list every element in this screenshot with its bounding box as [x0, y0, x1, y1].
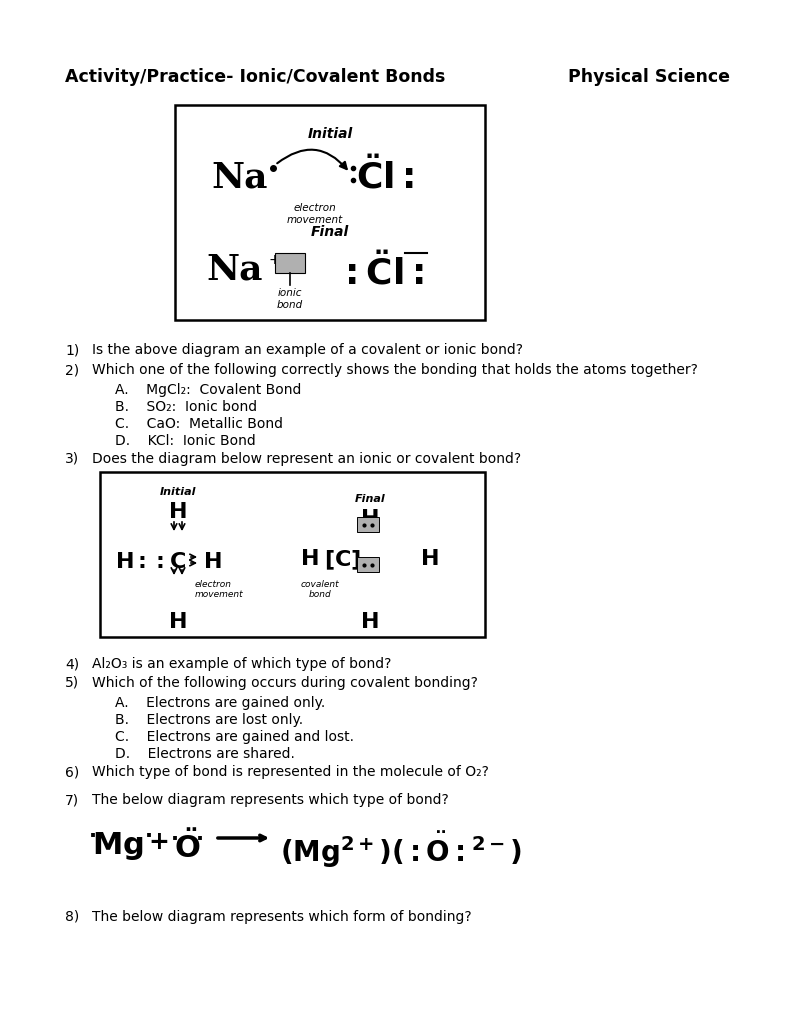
Text: Na: Na — [212, 160, 268, 194]
Bar — [175, 105, 485, 319]
Text: 3): 3) — [65, 452, 79, 466]
Text: 5): 5) — [65, 676, 79, 690]
Text: H: H — [361, 509, 379, 529]
Text: Physical Science: Physical Science — [568, 68, 730, 86]
Text: $\mathbf{H{::}}$: $\mathbf{H{::}}$ — [115, 552, 164, 572]
Text: Which one of the following correctly shows the bonding that holds the atoms toge: Which one of the following correctly sho… — [92, 362, 698, 377]
Text: H: H — [168, 502, 187, 522]
Text: 4): 4) — [65, 657, 79, 671]
Text: Activity/Practice- Ionic/Covalent Bonds: Activity/Practice- Ionic/Covalent Bonds — [65, 68, 445, 86]
Text: electron
movement: electron movement — [195, 580, 244, 599]
Text: Final: Final — [354, 494, 385, 504]
Text: D.    Electrons are shared.: D. Electrons are shared. — [115, 746, 295, 761]
Text: 2): 2) — [65, 362, 79, 377]
Text: 7): 7) — [65, 793, 79, 807]
Text: $\mathbf{(Mg^{2+})(:}\ddot{\mathbf{O}}\mathbf{{:}^{2-})}$: $\mathbf{(Mg^{2+})(:}\ddot{\mathbf{O}}\m… — [280, 830, 522, 870]
Text: 6): 6) — [65, 765, 79, 779]
Text: $\mathbf{[C]}$: $\mathbf{[C]}$ — [324, 549, 361, 572]
Text: Final: Final — [311, 225, 349, 239]
Text: C: C — [170, 552, 186, 572]
Text: Al₂O₃ is an example of which type of bond?: Al₂O₃ is an example of which type of bon… — [92, 657, 392, 671]
Text: $\mathbf{H}$: $\mathbf{H}$ — [203, 552, 221, 572]
FancyArrowPatch shape — [277, 150, 346, 169]
Text: Na: Na — [206, 253, 263, 287]
Text: The below diagram represents which form of bonding?: The below diagram represents which form … — [92, 910, 471, 924]
Text: C.    CaO:  Metallic Bond: C. CaO: Metallic Bond — [115, 417, 283, 431]
Bar — [100, 472, 485, 637]
Text: 1): 1) — [65, 343, 79, 357]
Text: +: + — [268, 253, 280, 267]
Text: H: H — [168, 612, 187, 632]
Text: Is the above diagram an example of a covalent or ionic bond?: Is the above diagram an example of a cov… — [92, 343, 523, 357]
Text: electron
movement: electron movement — [287, 203, 343, 224]
Text: Does the diagram below represent an ionic or covalent bond?: Does the diagram below represent an ioni… — [92, 452, 521, 466]
Text: B.    SO₂:  Ionic bond: B. SO₂: Ionic bond — [115, 400, 257, 414]
Text: +: + — [148, 830, 168, 854]
Text: $\mathbf{\ddot{C}l{:}}$: $\mathbf{\ddot{C}l{:}}$ — [356, 157, 414, 196]
Text: 8): 8) — [65, 910, 79, 924]
Text: ionic
bond: ionic bond — [277, 288, 303, 309]
Text: H: H — [301, 549, 320, 569]
Text: A.    Electrons are gained only.: A. Electrons are gained only. — [115, 696, 325, 710]
Bar — [275, 253, 305, 273]
Text: The below diagram represents which type of bond?: The below diagram represents which type … — [92, 793, 448, 807]
Text: H: H — [421, 549, 439, 569]
Text: covalent
bond: covalent bond — [301, 580, 339, 599]
Text: B.    Electrons are lost only.: B. Electrons are lost only. — [115, 713, 303, 727]
Text: A.    MgCl₂:  Covalent Bond: A. MgCl₂: Covalent Bond — [115, 383, 301, 397]
Text: $\mathbf{{}^{\boldsymbol{\cdot}}\!\ddot{O}\!{}^{\boldsymbol{\cdot}}}$: $\mathbf{{}^{\boldsymbol{\cdot}}\!\ddot{… — [170, 830, 203, 863]
Text: Which of the following occurs during covalent bonding?: Which of the following occurs during cov… — [92, 676, 478, 690]
Text: Initial: Initial — [308, 127, 353, 141]
Text: Initial: Initial — [160, 487, 196, 497]
Text: Which type of bond is represented in the molecule of O₂?: Which type of bond is represented in the… — [92, 765, 489, 779]
Text: $\mathbf{{}^{\boldsymbol{\cdot}}\!Mg^{\boldsymbol{\cdot}}}$: $\mathbf{{}^{\boldsymbol{\cdot}}\!Mg^{\b… — [88, 830, 153, 862]
Text: $\mathbf{:\ddot{C}l{:}}$: $\mathbf{:\ddot{C}l{:}}$ — [337, 253, 423, 292]
Bar — [357, 557, 379, 572]
Bar — [357, 517, 379, 532]
Text: C.    Electrons are gained and lost.: C. Electrons are gained and lost. — [115, 730, 354, 744]
Text: H: H — [361, 612, 379, 632]
Text: D.    KCl:  Ionic Bond: D. KCl: Ionic Bond — [115, 434, 255, 449]
